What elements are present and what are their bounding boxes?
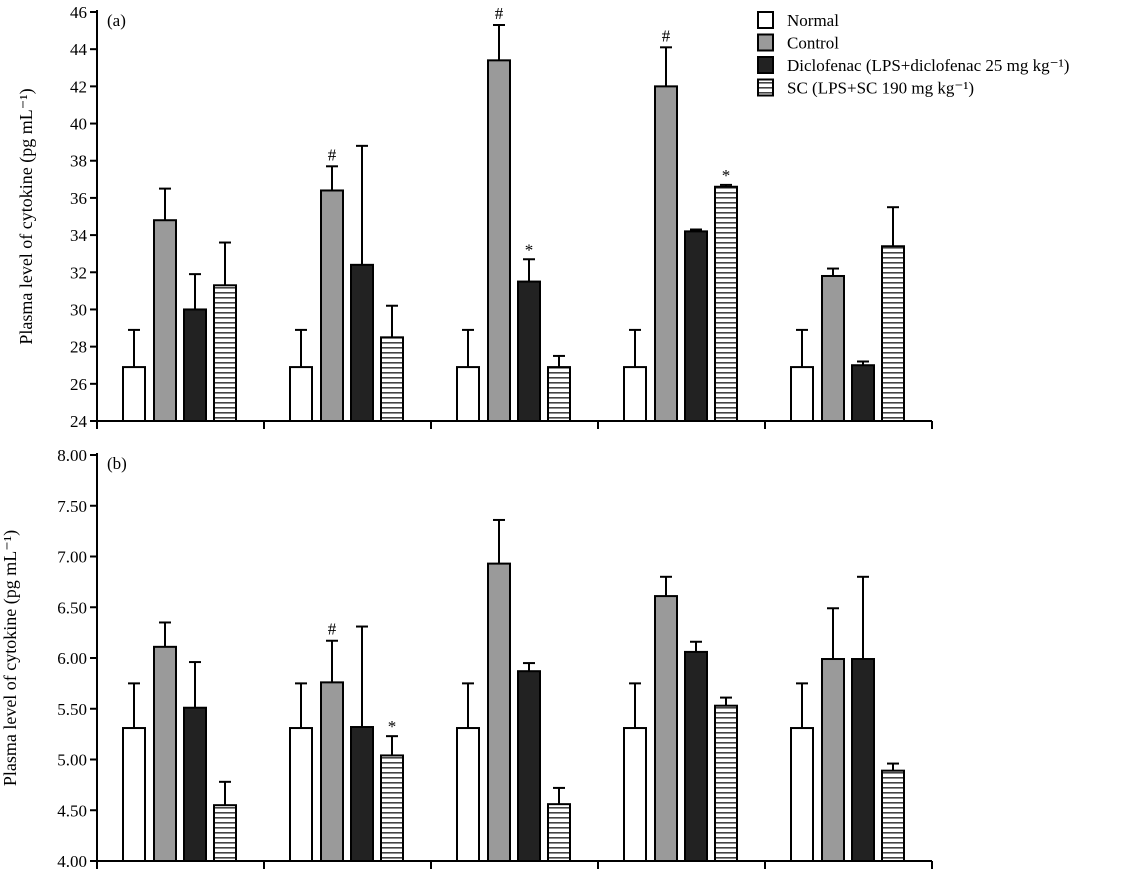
bar-control [153,219,177,422]
bar-normal [623,366,647,422]
bar-sc [380,754,404,862]
y-tick-label: 6.50 [57,598,87,617]
bar-diclofenac [183,308,207,423]
bar-sc [881,245,905,422]
legend-swatch-control [757,33,774,52]
significance-mark: # [495,4,504,23]
y-tick-label: 36 [70,189,87,208]
y-tick-label: 42 [70,77,87,96]
bar-diclofenac [851,658,875,863]
bar-diclofenac [350,726,374,863]
bar-sc [213,284,237,423]
bar-control [654,595,678,863]
significance-mark: # [328,145,337,164]
y-tick-label: 28 [70,338,87,357]
bar-normal [289,366,313,422]
significance-mark: # [662,26,671,45]
bar-diclofenac [350,263,374,422]
bar-control [487,59,511,422]
y-axis-label: Plasma level of cytokine (pg mL⁻¹) [0,530,21,786]
significance-mark: * [525,240,534,259]
legend-label-control: Control [787,34,839,53]
y-tick-label: 34 [70,226,88,245]
bar-normal [122,727,146,862]
bar-control [654,85,678,422]
bar-sc [714,704,738,863]
significance-mark: * [388,717,397,736]
bar-diclofenac [684,230,708,422]
bar-control [320,189,344,422]
y-tick-label: 38 [70,152,87,171]
y-tick-label: 30 [70,300,87,319]
y-tick-label: 5.00 [57,751,87,770]
y-tick-label: 5.50 [57,700,87,719]
bar-control [153,645,177,863]
bar-diclofenac [517,670,541,862]
y-tick-label: 46 [70,3,87,22]
significance-mark: # [328,620,337,639]
legend-swatch-diclofenac [757,56,774,74]
bar-normal [623,727,647,862]
legend-swatch-normal [757,11,774,29]
y-tick-label: 26 [70,375,87,394]
bar-diclofenac [183,706,207,862]
bar-normal [289,727,313,862]
bar-sc [380,336,404,422]
bar-control [821,658,845,863]
legend: Normal Control Diclofenac (LPS+diclofenac … [757,11,1069,98]
bar-sc [714,185,738,422]
y-tick-label: 4.00 [57,852,87,871]
bar-control [821,274,845,422]
y-tick-label: 7.00 [57,548,87,567]
bar-diclofenac [517,280,541,422]
bar-sc [547,366,571,422]
y-tick-label: 6.00 [57,649,87,668]
bar-control [320,681,344,862]
panel-label: (b) [107,454,127,473]
significance-mark: * [722,166,731,185]
y-tick-label: 24 [70,412,88,431]
y-tick-label: 4.50 [57,801,87,820]
bar-normal [790,366,814,422]
y-tick-label: 7.50 [57,497,87,516]
bar-control [487,562,511,862]
panel-b: 4.00 4.50 5.00 5.50 6.00 6.50 7.00 7.50 8.00 (b) P… [0,446,933,871]
legend-label-sc: SC (LPS+SC 190 mg kg⁻¹) [787,79,974,98]
bar-diclofenac [851,364,875,422]
y-tick-label: 32 [70,263,87,282]
bar-diclofenac [684,650,708,862]
bar-sc [547,803,571,862]
legend-swatch-sc [757,78,774,97]
panel-label: (a) [107,11,126,30]
bar-normal [456,366,480,422]
panel-a: 24 26 28 30 32 34 36 38 40 42 44 46 (a) Plasma level … [16,3,933,431]
bar-normal [790,727,814,862]
y-tick-label: 8.00 [57,446,87,465]
bar-normal [122,366,146,422]
bar-sc [213,804,237,862]
legend-label-normal: Normal [787,11,839,30]
y-axis-label: Plasma level of cytokine (pg mL⁻¹) [16,88,37,344]
y-tick-label: 40 [70,115,87,134]
bar-sc [881,769,905,862]
y-tick-label: 44 [70,40,88,59]
bar-normal [456,727,480,862]
legend-label-diclofenac: Diclofenac (LPS+diclofenac 25 mg kg⁻¹) [787,56,1069,75]
